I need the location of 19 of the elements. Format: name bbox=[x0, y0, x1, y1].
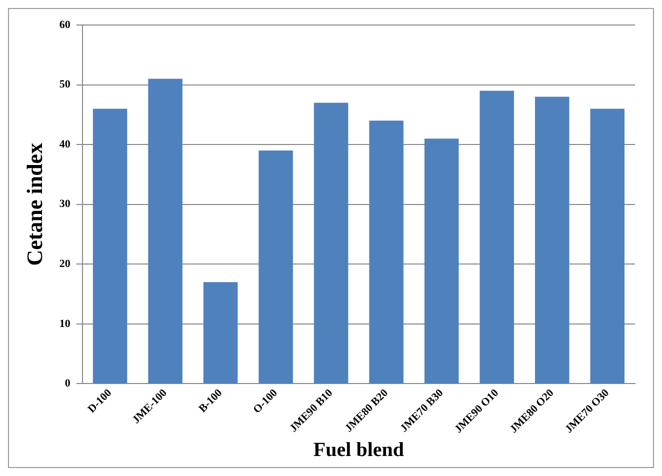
bar bbox=[534, 96, 570, 384]
bar bbox=[92, 108, 128, 384]
y-tick-label: 10 bbox=[59, 318, 71, 330]
bar bbox=[203, 282, 238, 384]
bar bbox=[424, 138, 459, 384]
y-tick-label: 50 bbox=[59, 78, 71, 91]
y-tick-label: 30 bbox=[59, 198, 71, 210]
y-axis-title: Cetane index bbox=[22, 142, 47, 266]
bar bbox=[480, 90, 514, 384]
y-tick-label: 60 bbox=[59, 18, 71, 31]
bar bbox=[369, 120, 404, 384]
bar bbox=[148, 78, 182, 384]
y-tick-label: 0 bbox=[64, 378, 71, 390]
y-tick-label: 40 bbox=[59, 138, 71, 150]
bar bbox=[590, 108, 624, 384]
bar bbox=[258, 150, 293, 384]
bar bbox=[314, 102, 348, 384]
y-tick-label: 20 bbox=[59, 258, 71, 270]
x-axis-title: Fuel blend bbox=[313, 439, 404, 462]
